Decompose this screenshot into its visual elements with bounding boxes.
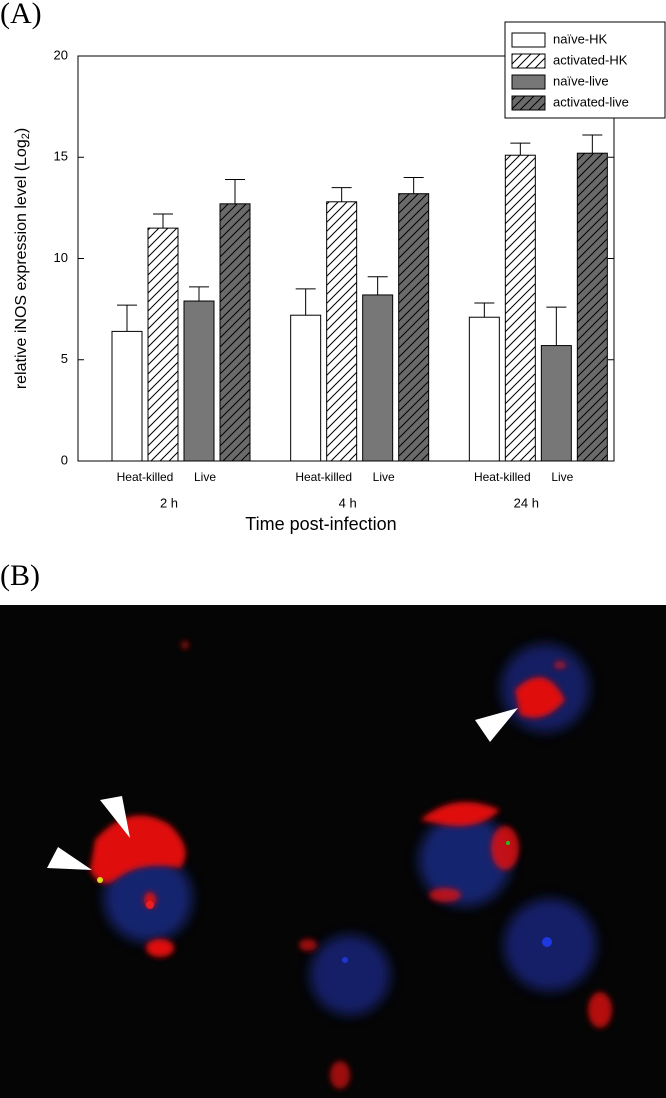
legend-swatch xyxy=(511,74,546,90)
legend-label: activated-HK xyxy=(553,52,628,67)
y-axis-label: relative iNOS expression level (Log2) xyxy=(13,128,32,389)
legend-swatch xyxy=(511,53,546,69)
bar xyxy=(504,154,536,462)
bar xyxy=(326,201,358,462)
legend-swatch xyxy=(511,32,546,48)
y-tick-label: 5 xyxy=(61,351,68,366)
x-tick-label: 2 h xyxy=(160,495,178,510)
panel-label: (A) xyxy=(0,0,42,30)
panel-label: (B) xyxy=(0,559,40,592)
bar xyxy=(362,294,394,462)
x-tick-label: 24 h xyxy=(514,495,539,510)
x-sublabel: Heat-killed xyxy=(295,470,352,484)
y-tick-label: 20 xyxy=(54,47,68,62)
y-tick-label: 15 xyxy=(54,149,68,164)
bar xyxy=(183,300,215,462)
bar xyxy=(219,203,251,462)
micrograph xyxy=(0,605,666,1098)
bar xyxy=(147,227,179,462)
x-axis-label: Time post-infection xyxy=(245,514,396,534)
x-sublabel: Heat-killed xyxy=(474,470,531,484)
bar xyxy=(540,345,572,462)
bar xyxy=(290,314,322,462)
bar xyxy=(576,152,608,462)
legend: naïve-HK activated-HK naïve-live activated-… xyxy=(504,21,666,119)
bar xyxy=(398,193,430,462)
y-tick-label: 0 xyxy=(61,452,68,467)
bar xyxy=(468,316,500,462)
bar xyxy=(111,330,143,462)
y-axis-label-sub: 2 xyxy=(20,133,32,139)
legend-label: naïve-live xyxy=(553,73,609,88)
y-tick-label: 10 xyxy=(54,250,68,265)
x-sublabel: Heat-killed xyxy=(117,470,174,484)
x-sublabel: Live xyxy=(194,470,216,484)
x-tick-label: 4 h xyxy=(339,495,357,510)
y-axis-label-close: ) xyxy=(13,128,30,133)
x-sublabel: Live xyxy=(373,470,395,484)
legend-label: activated-live xyxy=(553,94,629,109)
legend-label: naïve-HK xyxy=(553,31,608,46)
y-axis-label-text: relative iNOS expression level (Log xyxy=(13,139,30,389)
legend-swatch xyxy=(511,95,546,111)
chart: 0 5 10 15 20 2 h Heat-killed Live 4 h Heat-killed… xyxy=(13,21,666,534)
x-sublabel: Live xyxy=(551,470,573,484)
